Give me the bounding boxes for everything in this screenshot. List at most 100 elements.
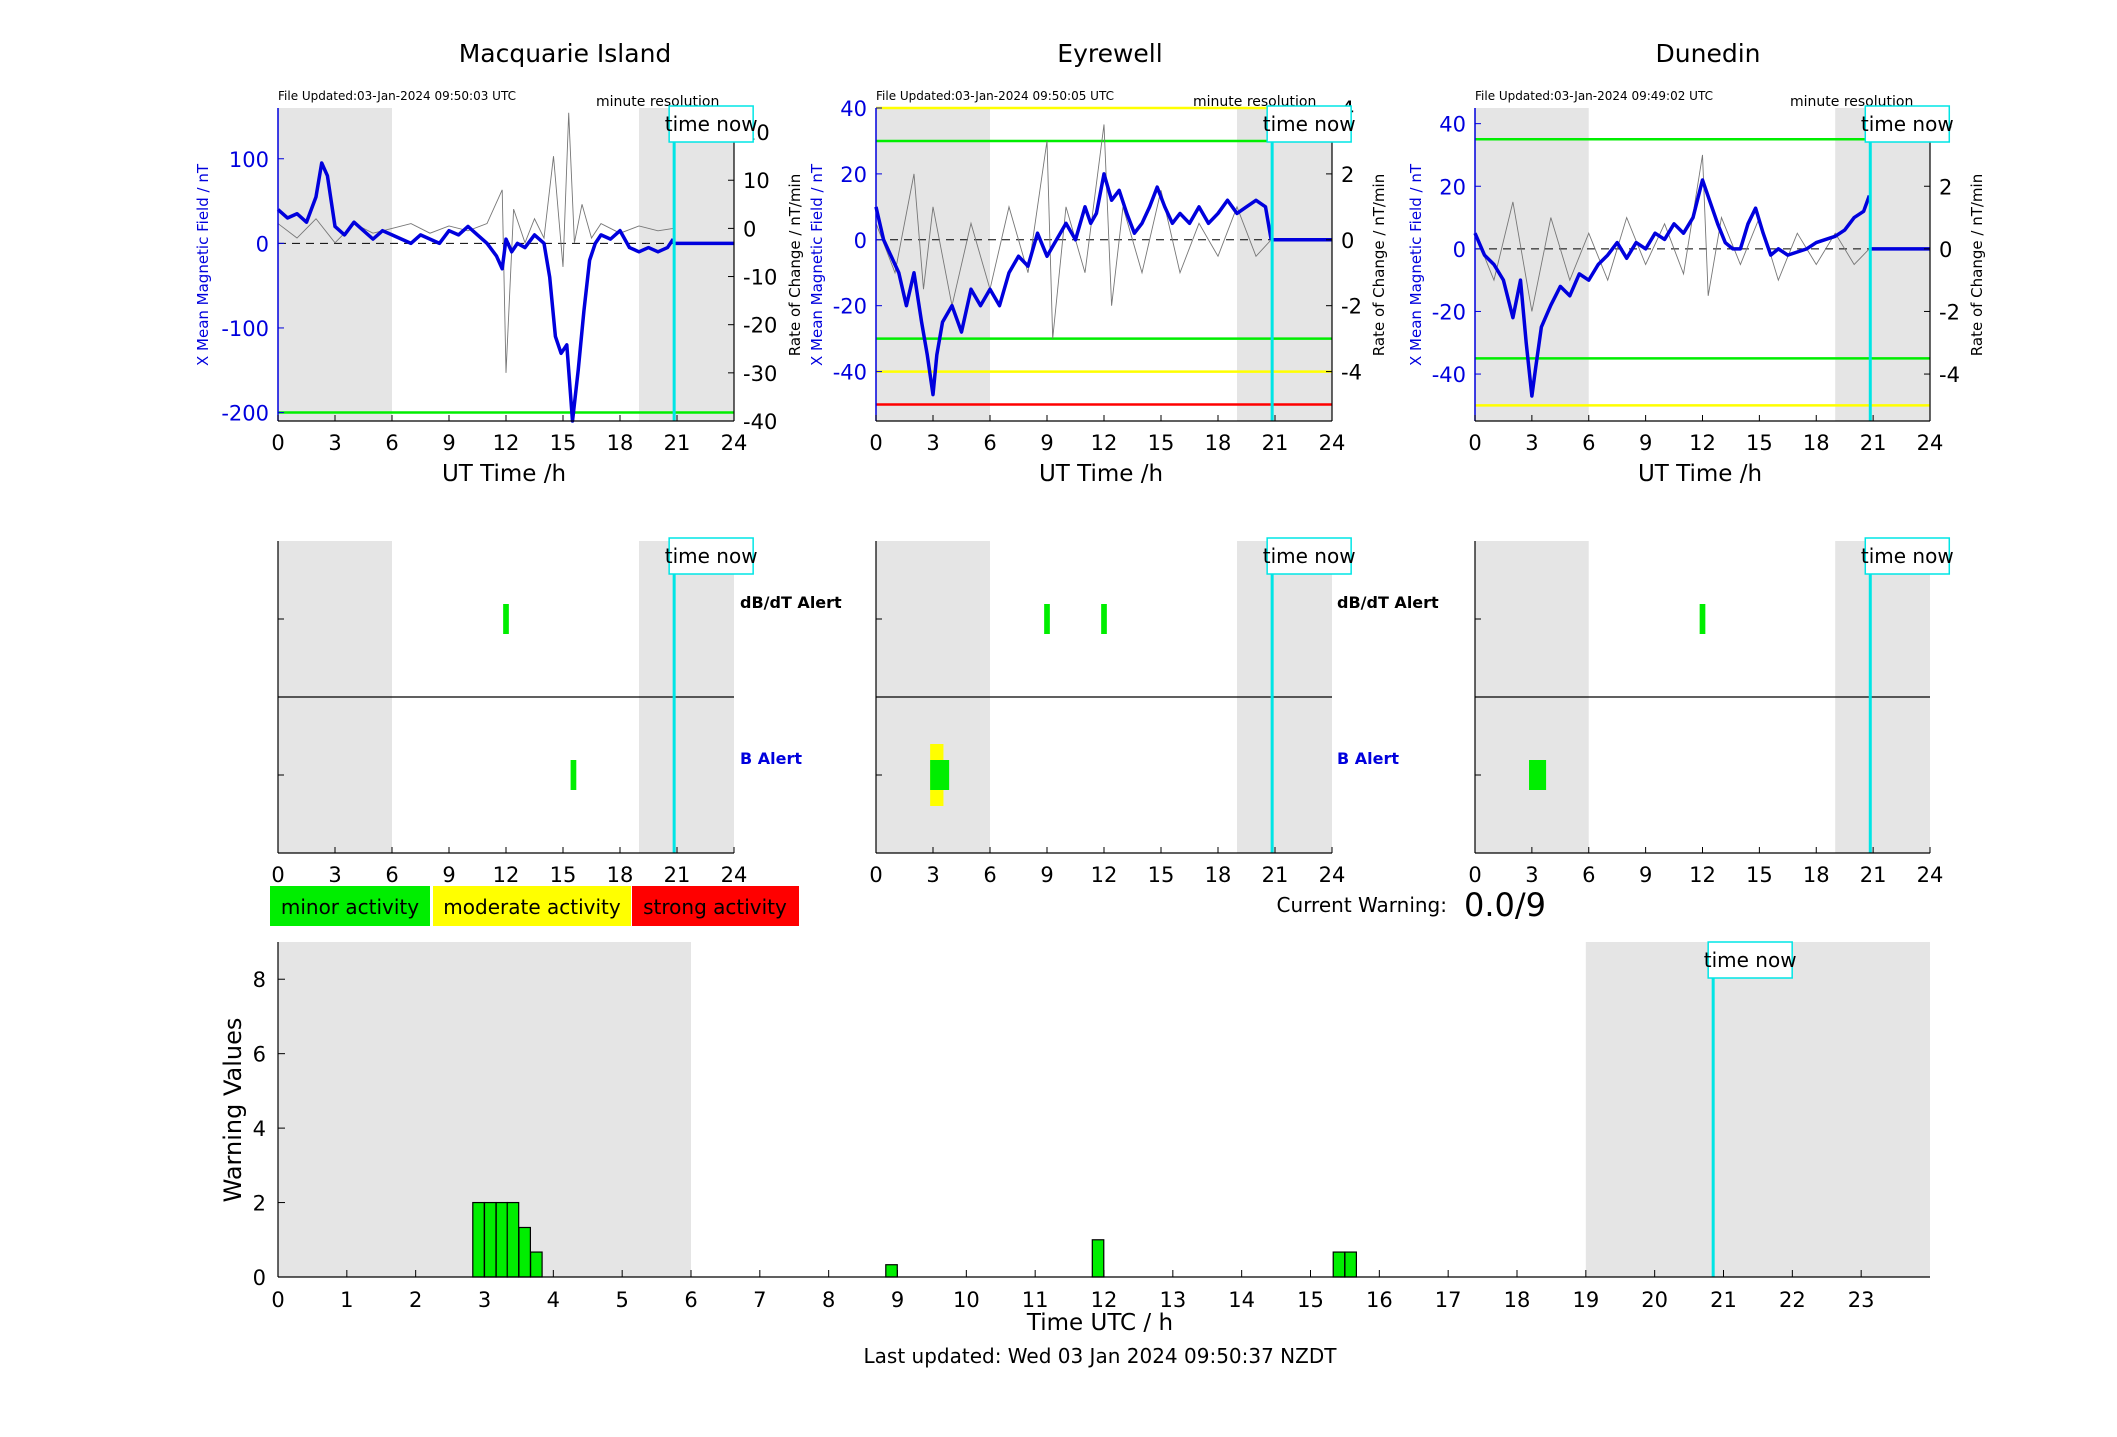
dbdt-alert-mark <box>503 604 509 634</box>
rate-of-change-series <box>1474 154 1870 312</box>
x-tick-label: 12 <box>1091 1288 1118 1312</box>
x-tick-label: 11 <box>1022 1288 1049 1312</box>
rate-of-change-series <box>277 112 674 373</box>
time-now-bottom-frame <box>1707 941 1793 979</box>
legend-strong-swatch <box>632 886 799 926</box>
x-tick-label: 18 <box>1205 863 1232 887</box>
current-warning-label: Current Warning: <box>1277 893 1447 917</box>
time-now-alert-dunedin-frame <box>1864 537 1951 575</box>
x-tick-label: 9 <box>1040 431 1053 455</box>
dbdt-alert-label-eyrewell: dB/dT Alert <box>1337 593 1439 612</box>
y2-tick-label: -40 <box>743 410 777 434</box>
x-tick-label: 18 <box>1803 431 1830 455</box>
xlabel-eyrewell: UT Time /h <box>1039 461 1163 487</box>
right-axis-label-eyrewell: Rate of Change / nT/min <box>1370 174 1388 356</box>
rate-of-change-series <box>875 124 1272 339</box>
warning-bar <box>518 1226 531 1278</box>
legend-moderate-swatch <box>433 886 631 926</box>
x-tick-label: 21 <box>1860 431 1887 455</box>
time-now-dunedin-box: time now <box>1861 105 1954 143</box>
x-tick-label: 6 <box>385 863 398 887</box>
xlabel-macquarie: UT Time /h <box>442 461 566 487</box>
x-tick-label: 15 <box>1746 431 1773 455</box>
x-tick-label: 3 <box>1525 431 1538 455</box>
alert-plot-macquarie: 0 3 6 9 12 15 18 21 24 <box>271 541 747 887</box>
x-tick-label: 12 <box>1091 431 1118 455</box>
warning-bar <box>495 1201 509 1278</box>
b-alert-label-eyrewell: B Alert <box>1337 749 1399 768</box>
x-tick-label: 19 <box>1572 1288 1599 1312</box>
time-now-macquarie-frame <box>668 105 754 143</box>
warning-bar <box>472 1201 485 1278</box>
file-updated-dunedin: File Updated:03-Jan-2024 09:49:02 UTC <box>1475 89 1713 103</box>
left-axis-label-macquarie: X Mean Magnetic Field / nT <box>194 163 212 366</box>
y-tick-label: 8 <box>253 968 266 992</box>
y2-tick-label: 2 <box>1341 163 1354 187</box>
xlabel-dunedin: UT Time /h <box>1638 461 1762 487</box>
y2-tick-label: -4 <box>1341 361 1362 385</box>
y2-tick-label: -4 <box>1939 363 1960 387</box>
x-tick-label: 3 <box>926 863 939 887</box>
dbdt-alert-mark <box>1699 604 1706 634</box>
field-series <box>276 161 675 423</box>
x-tick-label: 9 <box>891 1288 904 1312</box>
left-axis-label-eyrewell: X Mean Magnetic Field / nT <box>808 163 826 366</box>
panel-title-eyrewell: Eyrewell <box>1057 39 1162 68</box>
bottom-ylabel: Warning Values <box>219 1018 247 1203</box>
x-tick-label: 0 <box>271 1288 284 1312</box>
x-tick-label: 21 <box>1262 863 1289 887</box>
x-tick-label: 18 <box>1803 863 1830 887</box>
y-tick-label: 2 <box>253 1192 266 1216</box>
x-tick-label: 2 <box>409 1288 422 1312</box>
x-tick-label: 14 <box>1228 1288 1255 1312</box>
y2-tick-label: 0 <box>1341 229 1354 253</box>
y-tick-label: -100 <box>221 317 269 341</box>
x-tick-label: 7 <box>753 1288 766 1312</box>
alert-plot-dunedin: 0 3 6 9 12 15 18 21 24 <box>1468 541 1943 887</box>
y-tick-label: -40 <box>833 361 867 385</box>
time-now-alert-macquarie-label: time now <box>665 544 758 568</box>
x-tick-label: 0 <box>1468 863 1481 887</box>
x-tick-label: 24 <box>721 431 748 455</box>
x-tick-label: 3 <box>328 431 341 455</box>
x-tick-label: 0 <box>271 863 284 887</box>
y2-tick-label: 2 <box>1939 175 1952 199</box>
y-tick-label: 40 <box>840 97 867 121</box>
x-tick-label: 0 <box>869 431 882 455</box>
night-shading <box>1835 108 1930 421</box>
night-shading <box>1585 942 1930 1277</box>
time-now-alert-eyrewell-frame <box>1266 537 1352 575</box>
y-tick-label: 0 <box>253 1266 266 1290</box>
right-axis-label-macquarie: Rate of Change / nT/min <box>786 174 804 356</box>
time-now-alert-dunedin-label: time now <box>1861 544 1954 568</box>
x-tick-label: 10 <box>953 1288 980 1312</box>
x-tick-label: 15 <box>1148 431 1175 455</box>
x-tick-label: 24 <box>1917 431 1944 455</box>
time-now-alert-dunedin-box: time now <box>1861 537 1954 575</box>
warning-bar <box>1332 1251 1346 1278</box>
y-tick-label: -20 <box>1432 300 1466 324</box>
y-tick-label: -40 <box>1432 363 1466 387</box>
b-alert-mark <box>930 760 950 790</box>
x-tick-label: 12 <box>493 863 520 887</box>
time-now-dunedin-label: time now <box>1861 112 1954 136</box>
current-warning-value: 0.0/9 <box>1464 886 1546 924</box>
last-updated: Last updated: Wed 03 Jan 2024 09:50:37 N… <box>864 1344 1338 1368</box>
time-now-macquarie-label: time now <box>665 112 758 136</box>
legend-strong-label: strong activity <box>643 895 787 919</box>
y-tick-label: 0 <box>1453 238 1466 262</box>
file-updated-macquarie: File Updated:03-Jan-2024 09:50:03 UTC <box>278 89 516 103</box>
warning-bar <box>1091 1239 1105 1278</box>
time-now-bottom-box: time now <box>1704 941 1797 979</box>
x-tick-label: 3 <box>478 1288 491 1312</box>
activity-legend: minor activity moderate activity strong … <box>270 886 799 926</box>
x-tick-label: 0 <box>869 863 882 887</box>
panel-title-dunedin: Dunedin <box>1656 39 1761 68</box>
legend-minor-swatch <box>270 886 430 926</box>
y-tick-label: -200 <box>221 402 269 426</box>
x-tick-label: 9 <box>1040 863 1053 887</box>
x-tick-label: 6 <box>385 431 398 455</box>
warning-bar <box>506 1201 520 1278</box>
